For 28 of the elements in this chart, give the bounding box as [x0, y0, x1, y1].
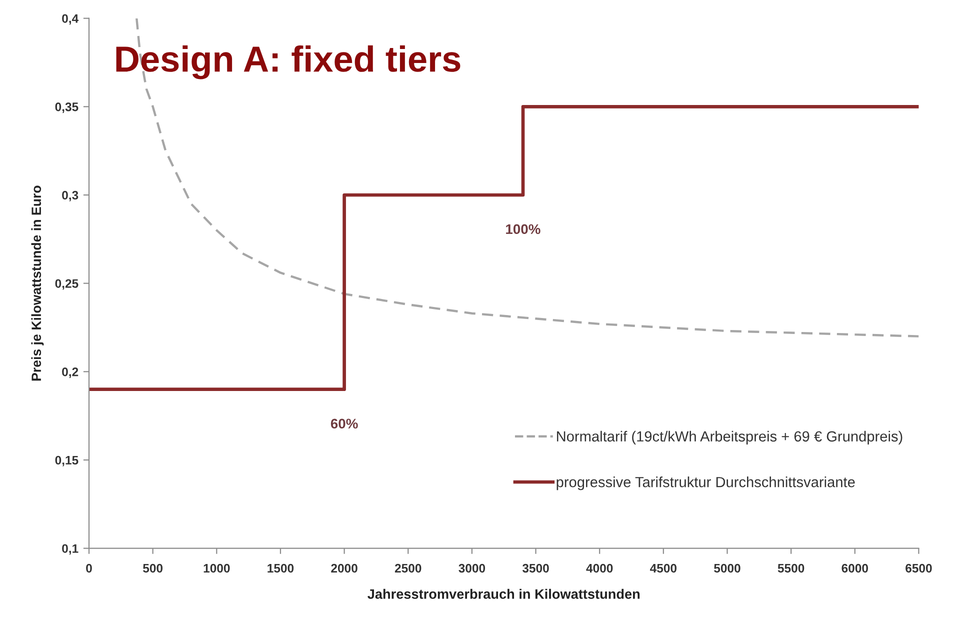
- x-tick-label: 2500: [394, 564, 422, 573]
- y-axis-title: Preis je Kilowattstunde in Euro: [31, 186, 44, 381]
- annotation: 60%: [330, 418, 358, 429]
- y-tick-label: 0,4: [62, 14, 79, 25]
- y-tick-label: 0,35: [55, 102, 78, 113]
- y-tick-label: 0,3: [62, 190, 78, 202]
- x-tick-label: 6000: [842, 564, 868, 573]
- x-tick-label: 0: [86, 564, 92, 573]
- x-tick-label: 6500: [906, 564, 932, 573]
- x-tick-label: 3500: [522, 564, 549, 573]
- x-tick-label: 1500: [268, 564, 294, 573]
- legend-label: progressive Tarifstruktur Durchschnittsvariante: [556, 476, 855, 490]
- y-tick-label: 0,25: [55, 279, 78, 290]
- x-tick-label: 3000: [458, 564, 486, 573]
- x-tick-label: 1000: [204, 564, 230, 573]
- y-tick-label: 0,2: [62, 368, 78, 378]
- x-axis-title: Jahresstromverbrauch in Kilowattstunden: [368, 588, 640, 599]
- x-tick-label: 500: [143, 564, 163, 573]
- legend-label: Normaltarif (19ct/kWh Arbeitspreis + 69 € Grundpreis): [557, 430, 902, 444]
- x-tick-label: 4000: [586, 564, 613, 573]
- text: Design A: fixed tiers: [116, 45, 460, 80]
- annotation: 100%: [506, 224, 540, 234]
- x-tick-label: 5000: [714, 564, 740, 573]
- y-tick-label: 0,1: [62, 544, 78, 555]
- y-tick-label: 0,15: [55, 456, 78, 466]
- x-tick-label: 4500: [650, 564, 677, 573]
- x-tick-label: 2000: [331, 564, 358, 573]
- x-tick-label: 5500: [778, 564, 804, 573]
